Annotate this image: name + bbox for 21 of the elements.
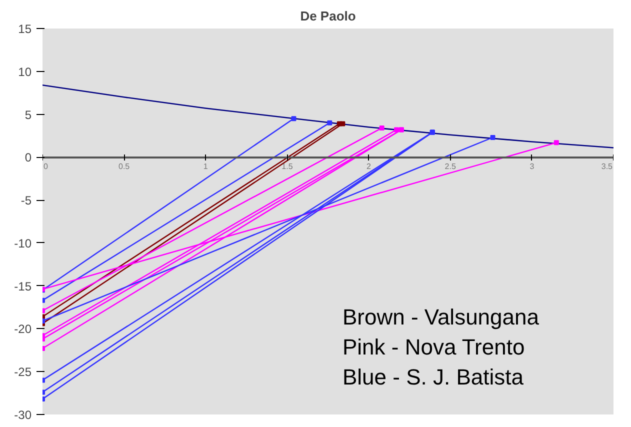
x-tick-label: 3 bbox=[530, 162, 535, 172]
y-tick-label: -20 bbox=[14, 322, 32, 336]
x-tick-label: 2 bbox=[366, 162, 372, 172]
x-tick-label: 1.5 bbox=[282, 162, 294, 172]
x-tick-label: 0.5 bbox=[118, 162, 130, 172]
x-tick-label: 0 bbox=[44, 162, 48, 172]
y-tick-label: 5 bbox=[24, 108, 32, 122]
y-tick-label: -25 bbox=[14, 365, 32, 380]
y-tick-label: -5 bbox=[20, 194, 32, 208]
y-tick-label: 10 bbox=[18, 64, 32, 79]
x-tick-label: 1 bbox=[203, 162, 208, 172]
y-tick-label: -15 bbox=[14, 279, 32, 294]
annotation: Brown - Valsungana bbox=[342, 304, 540, 330]
x-tick-label: 2.5 bbox=[444, 162, 456, 172]
y-tick-label: -10 bbox=[14, 236, 32, 250]
x-tick-label: 3.5 bbox=[601, 162, 614, 172]
y-tick-label: 15 bbox=[18, 22, 32, 36]
chart-title: De Paolo bbox=[300, 8, 356, 24]
annotation: Pink - Nova Trento bbox=[342, 334, 525, 360]
y-tick-label: -30 bbox=[14, 408, 32, 422]
annotation: Blue - S. J. Batista bbox=[342, 364, 524, 390]
